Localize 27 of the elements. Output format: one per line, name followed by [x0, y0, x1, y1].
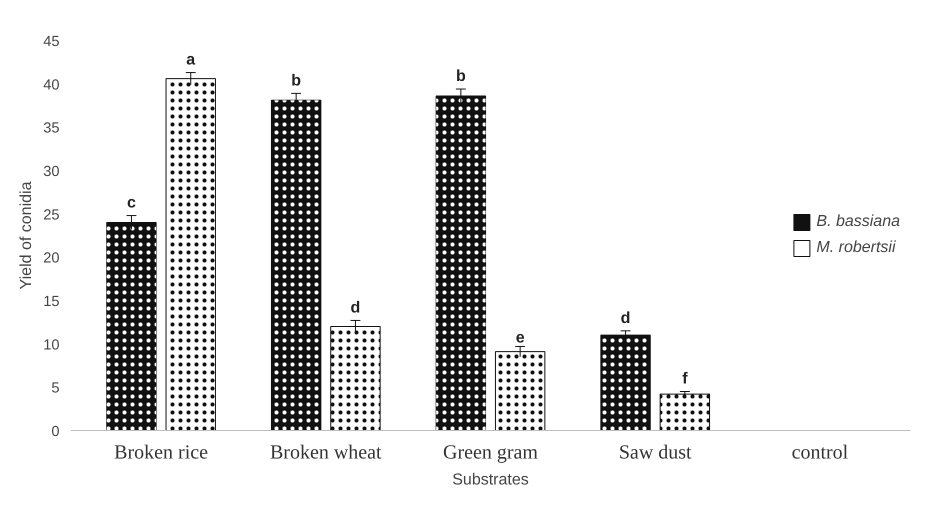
data-label: b — [291, 72, 302, 90]
y-axis-title: Yield of conidia — [18, 181, 36, 290]
y-tick-label: 10 — [43, 337, 60, 354]
y-tick-label: 5 — [51, 380, 60, 397]
x-tick-label: control — [792, 442, 849, 464]
x-tick-label: Broken wheat — [270, 442, 382, 464]
y-tick-label: 20 — [43, 250, 60, 267]
y-tick-label: 15 — [43, 294, 60, 310]
data-label: b — [456, 68, 466, 86]
y-tick-label: 40 — [43, 77, 60, 94]
x-tick-label: Saw dust — [618, 442, 692, 464]
data-label: f — [682, 370, 688, 388]
y-tick-label: 35 — [43, 120, 60, 137]
data-label: d — [350, 299, 360, 316]
y-tick-label: 45 — [43, 34, 60, 50]
legend-label: M. robertsii — [816, 239, 896, 257]
x-axis-title: Substrates — [452, 472, 529, 488]
data-label: e — [516, 329, 525, 346]
y-tick-label: 30 — [43, 164, 60, 180]
data-label: d — [620, 310, 630, 327]
data-label: a — [186, 52, 196, 69]
x-tick-label: Green gram — [443, 442, 538, 464]
y-tick-label: 25 — [43, 207, 60, 224]
x-tick-label: Broken rice — [114, 442, 208, 464]
y-tick-label: 0 — [51, 424, 60, 440]
legend-label: B. bassiana — [816, 213, 900, 231]
data-label: c — [126, 194, 136, 212]
